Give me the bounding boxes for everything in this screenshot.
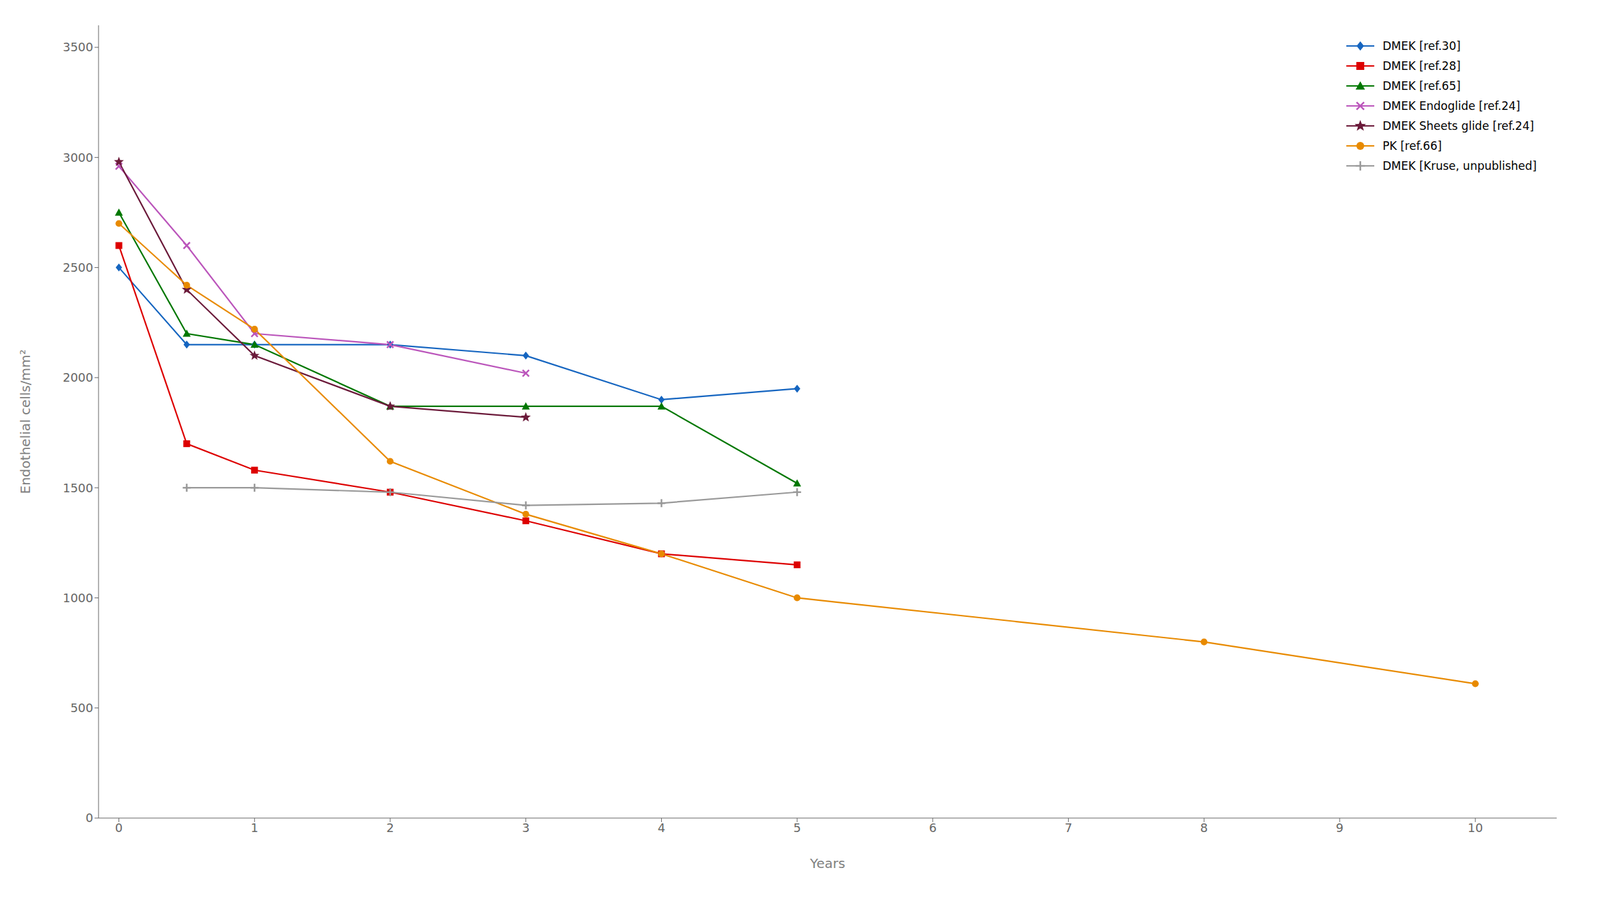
svg-text:8: 8: [1200, 820, 1208, 835]
svg-text:500: 500: [70, 700, 94, 715]
svg-text:3000: 3000: [62, 150, 94, 165]
svg-text:3: 3: [522, 820, 530, 835]
html-text:DMEK [ref.65]: DMEK [ref.65]: [1382, 79, 1461, 93]
svg-text:4: 4: [657, 820, 666, 835]
svg-text:1000: 1000: [62, 590, 94, 605]
svg-text:9: 9: [1335, 820, 1343, 835]
svg-text:6: 6: [928, 820, 937, 835]
svg-text:1500: 1500: [62, 480, 94, 495]
html-text:DMEK [ref.28]: DMEK [ref.28]: [1382, 59, 1461, 73]
html-text:DMEK [ref.30]: DMEK [ref.30]: [1382, 39, 1461, 53]
svg-text:0: 0: [115, 820, 123, 835]
svg-text:Years: Years: [809, 854, 846, 871]
svg-text:7: 7: [1064, 820, 1072, 835]
svg-text:2: 2: [386, 820, 394, 835]
svg-text:3500: 3500: [62, 39, 94, 54]
html-text:DMEK [Kruse, unpublished]: DMEK [Kruse, unpublished]: [1382, 159, 1537, 173]
html-text:DMEK Sheets glide [ref.24]: DMEK Sheets glide [ref.24]: [1382, 119, 1535, 133]
svg-text:5: 5: [793, 820, 801, 835]
svg-text:0: 0: [85, 810, 94, 825]
html-text:PK [ref.66]: PK [ref.66]: [1382, 139, 1442, 153]
svg-text:1: 1: [251, 820, 259, 835]
svg-text:Endothelial cells/mm²: Endothelial cells/mm²: [17, 349, 34, 495]
svg-text:10: 10: [1467, 820, 1483, 835]
html-text:DMEK Endoglide [ref.24]: DMEK Endoglide [ref.24]: [1382, 99, 1521, 113]
svg-text:2500: 2500: [62, 260, 94, 275]
svg-text:2000: 2000: [62, 370, 94, 385]
